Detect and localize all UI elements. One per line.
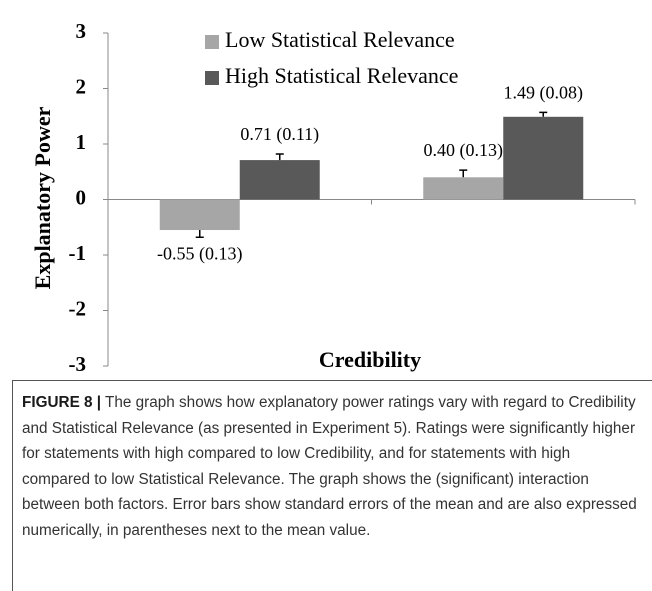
data-label: 0.71 (0.11) — [240, 124, 319, 145]
caption-frame — [12, 380, 652, 591]
bar — [423, 177, 504, 200]
chart: Explanatory Power Credibility -3 -2 -1 0 1 2 3… — [30, 19, 636, 376]
y-tick-label: -2 — [69, 296, 87, 320]
bar — [159, 199, 240, 231]
caption-label: FIGURE 8 | — [22, 394, 102, 411]
legend-label: Low Statistical Relevance — [225, 27, 455, 52]
caption: FIGURE 8 | The graph shows how explanato… — [22, 390, 638, 543]
caption-text: The graph shows how explanatory power ra… — [22, 394, 637, 539]
data-label: 1.49 (0.08) — [504, 82, 584, 103]
bar — [239, 160, 320, 200]
x-axis-title: Credibility — [319, 347, 421, 372]
legend-swatch — [205, 35, 219, 49]
error-bar — [539, 111, 548, 117]
y-tick-label: -1 — [69, 241, 87, 265]
error-bar — [195, 230, 204, 238]
legend-label: High Statistical Relevance — [225, 63, 458, 88]
y-tick-label: -3 — [69, 352, 87, 376]
y-tick-label: 0 — [76, 185, 87, 209]
data-label: 0.40 (0.13) — [424, 140, 504, 161]
y-tick-label: 3 — [76, 19, 87, 43]
y-tick-label: 1 — [76, 130, 87, 154]
error-bar — [275, 153, 284, 161]
y-tick-label: 2 — [76, 74, 87, 98]
error-bar — [459, 169, 468, 178]
bar — [503, 116, 584, 200]
legend-swatch — [205, 71, 219, 85]
data-label: -0.55 (0.13) — [157, 243, 242, 264]
y-axis-title: Explanatory Power — [30, 106, 55, 289]
